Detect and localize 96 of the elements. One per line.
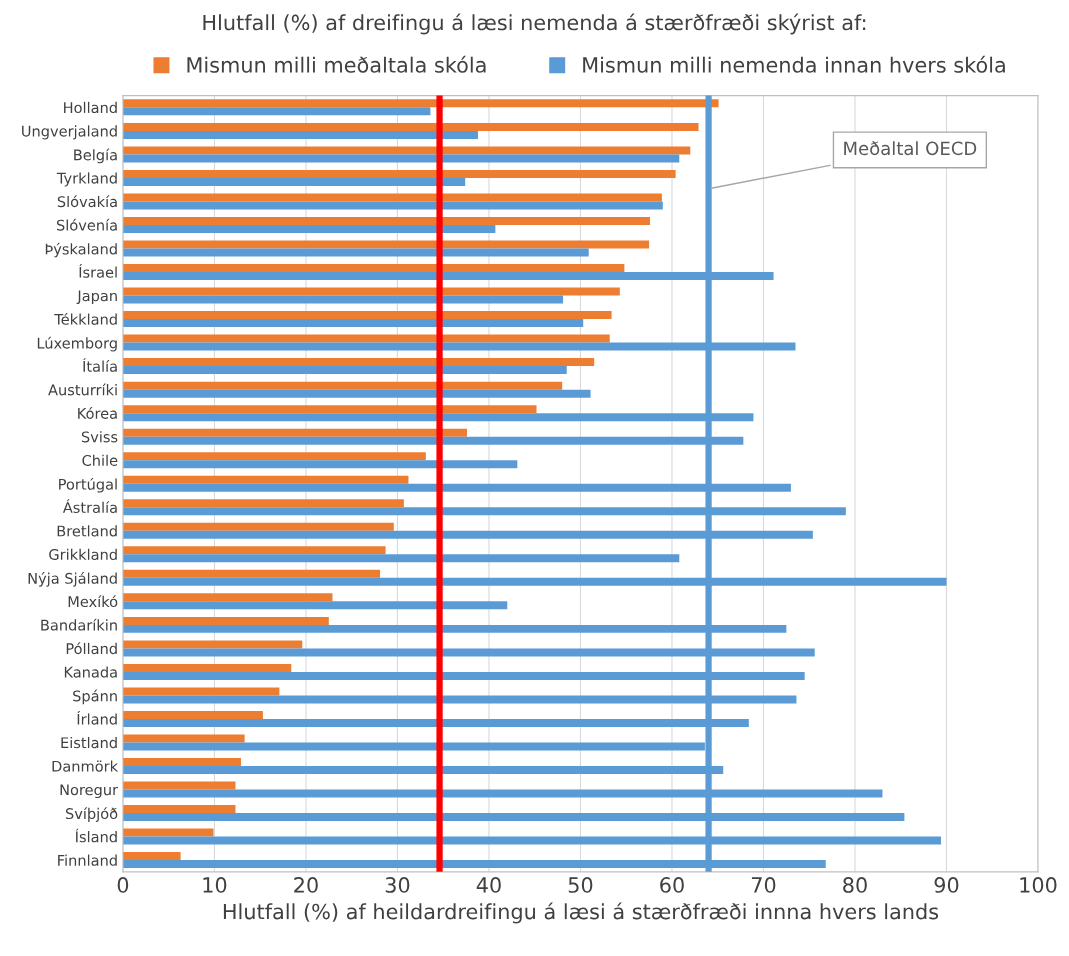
bar: [122, 852, 181, 861]
y-tick-label: Ítalía: [83, 358, 117, 372]
chart-title: Hlutfall (%) af dreifingu á læsi nemenda á stærðfræði skýrist af:: [203, 13, 866, 35]
bar: [122, 554, 680, 563]
y-tick-label: Tékkland: [54, 312, 117, 325]
x-tick-label: 70: [751, 877, 776, 893]
y-tick-label: Japan: [76, 290, 117, 305]
y-tick-label: Spánn: [73, 689, 117, 705]
y-tick-label: Noregur: [60, 784, 119, 799]
bar: [122, 216, 651, 225]
bar: [122, 240, 650, 249]
legend-label: Mismun milli nemenda innan hvers skóla: [583, 55, 1005, 73]
x-tick-label: 20: [294, 877, 318, 893]
x-tick-label: 0: [117, 877, 129, 893]
bar: [122, 381, 563, 390]
y-tick-label: Slóvenía: [56, 218, 117, 231]
y-tick-label: Nýja Sjáland: [28, 572, 117, 587]
bar: [122, 130, 478, 139]
bar: [122, 154, 680, 163]
bar: [122, 475, 409, 484]
bar: [122, 248, 589, 257]
y-tick-label: Finnland: [58, 854, 117, 866]
y-tick-label: Sviss: [81, 431, 118, 443]
bar: [122, 405, 537, 414]
y-tick-label: Svíþjóð: [65, 807, 118, 822]
ref-line-label: Meðaltal OECD: [844, 141, 977, 156]
legend-label: Mismun milli meðaltala skóla: [187, 55, 486, 73]
y-tick-label: Pólland: [66, 642, 117, 655]
bar: [122, 499, 404, 508]
y-tick-label: Ástralía: [62, 499, 117, 514]
bar: [122, 640, 303, 649]
bar: [122, 710, 263, 719]
bar: [122, 201, 663, 210]
x-tick-label: 60: [660, 877, 684, 893]
bar: [122, 334, 610, 343]
bar: [122, 805, 236, 814]
bar: [122, 319, 584, 328]
bar: [122, 177, 466, 186]
x-tick-label: 90: [934, 877, 959, 893]
y-tick-label: Eistland: [61, 736, 117, 749]
bar: [122, 287, 620, 296]
x-tick-label: 10: [203, 877, 227, 893]
y-tick-label: Grikkland: [49, 548, 117, 561]
y-tick-label: Bandaríkin: [41, 618, 117, 631]
bar: [122, 593, 333, 602]
x-tick-label: 80: [843, 877, 867, 893]
y-tick-label: Slóvakía: [57, 195, 117, 208]
bar: [122, 460, 518, 469]
y-tick-label: Ísland: [75, 828, 117, 843]
x-axis-title: Hlutfall (%) af heildardreifingu á læsi á stærðfræði innna hvers lands: [223, 902, 939, 924]
bar: [122, 295, 564, 304]
bar: [122, 734, 245, 743]
bar: [122, 758, 241, 767]
x-tick-label: 40: [476, 877, 501, 893]
bar: [122, 193, 662, 202]
y-tick-label: Holland: [64, 101, 117, 114]
bar: [122, 389, 591, 398]
bar: [122, 428, 467, 437]
bar: [122, 546, 386, 555]
bar: [122, 366, 567, 375]
bar: [122, 452, 426, 461]
bar: [122, 358, 595, 367]
bar: [122, 663, 292, 672]
y-tick-label: Lúxemborg: [37, 336, 117, 352]
bar: [122, 601, 508, 610]
bar: [122, 169, 676, 178]
bar: [122, 522, 394, 531]
bar: [122, 264, 625, 273]
y-tick-label: Kórea: [78, 407, 117, 419]
x-tick-label: 100: [1020, 877, 1057, 893]
bar: [122, 146, 691, 155]
bar: [122, 224, 496, 233]
x-tick-label: 30: [385, 877, 410, 893]
y-tick-label: Chile: [82, 454, 118, 466]
y-tick-label: Bretland: [57, 525, 117, 537]
bar: [122, 569, 381, 578]
y-tick-label: Mexíkó: [68, 595, 118, 608]
bar: [122, 107, 431, 116]
bar: [122, 616, 329, 625]
y-tick-label: Tyrkland: [56, 172, 117, 187]
y-tick-label: Ísrael: [79, 264, 117, 278]
bar: [122, 828, 214, 837]
bar: [122, 122, 699, 131]
bar: [122, 99, 719, 108]
y-tick-label: Portúgal: [59, 477, 117, 493]
y-tick-label: Austurríki: [48, 383, 117, 396]
bar: [122, 311, 612, 320]
y-tick-label: Þýskaland: [45, 242, 117, 258]
y-tick-label: Kanada: [64, 666, 117, 678]
y-tick-label: Ungverjaland: [22, 125, 117, 140]
bar: [122, 687, 280, 696]
y-tick-label: Írland: [77, 711, 117, 725]
y-tick-label: Danmörk: [52, 760, 119, 772]
bar: [122, 781, 236, 790]
x-tick-label: 50: [568, 877, 593, 893]
y-tick-label: Belgía: [74, 148, 117, 164]
